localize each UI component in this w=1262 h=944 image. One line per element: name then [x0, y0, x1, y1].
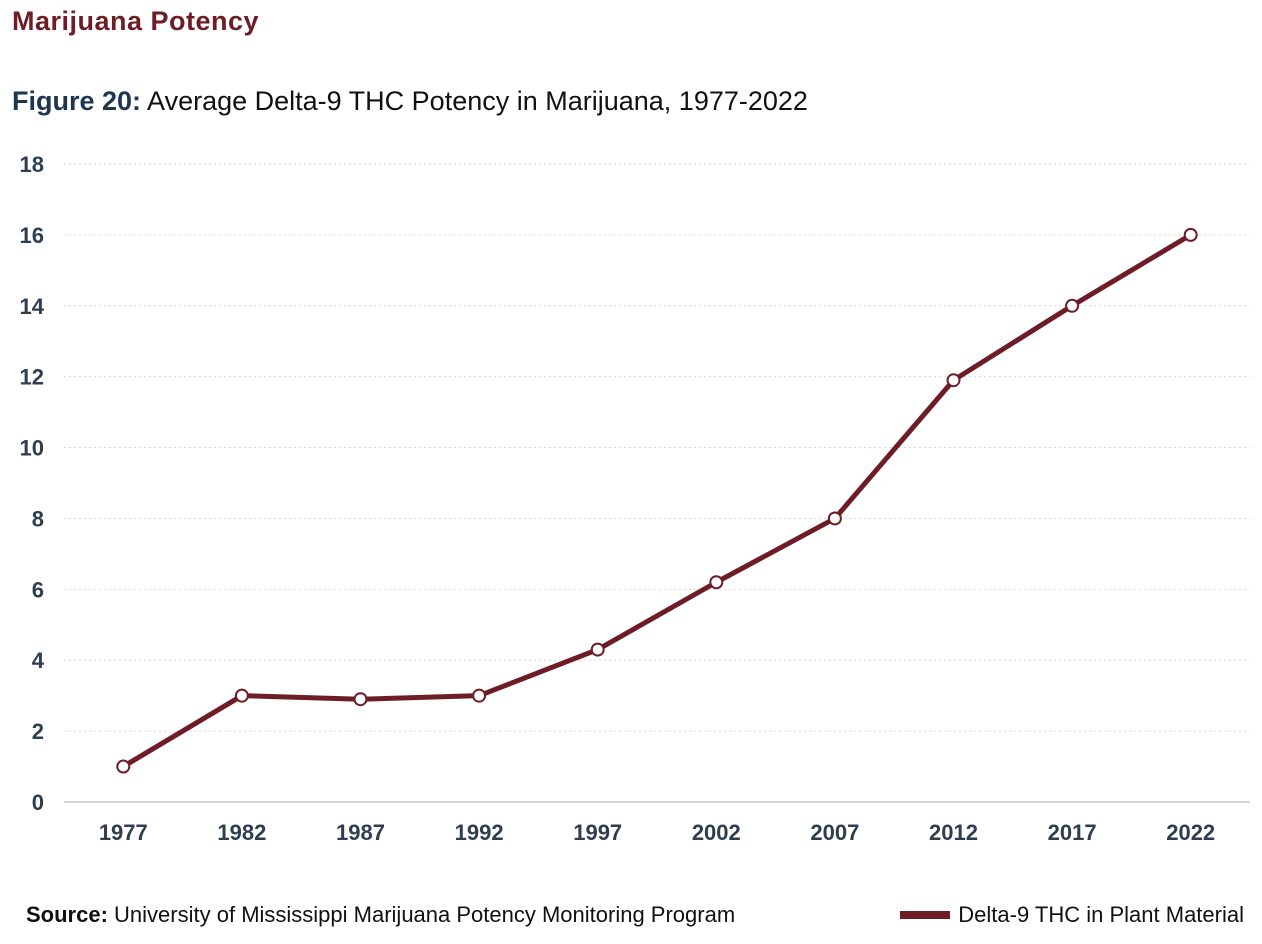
figure-title: Figure 20: Average Delta-9 THC Potency i… — [12, 86, 808, 117]
chart-area: 0 2 4 6 8 10 12 14 16 18 1977 1982 1987 1992 1997 2002 2… — [0, 140, 1262, 860]
data-point — [946, 373, 961, 388]
section-title: Marijuana Potency — [12, 6, 260, 36]
x-tick-label: 2022 — [1166, 820, 1215, 845]
x-tick-label: 2017 — [1048, 820, 1097, 845]
x-tick-label: 1987 — [336, 820, 385, 845]
x-tick-label: 1992 — [455, 820, 504, 845]
data-point — [1183, 227, 1198, 242]
y-tick-label: 14 — [20, 294, 45, 319]
x-tick-label: 1977 — [99, 820, 148, 845]
y-tick-label: 6 — [32, 577, 44, 602]
y-tick-label: 10 — [20, 436, 44, 461]
y-tick-label: 18 — [20, 152, 44, 177]
data-point — [590, 642, 605, 657]
data-point — [472, 688, 487, 703]
y-tick-label: 16 — [20, 223, 44, 248]
figure-title-text: Average Delta-9 THC Potency in Marijuana… — [147, 86, 808, 116]
y-tick-label: 8 — [32, 506, 44, 531]
y-tick-label: 0 — [32, 790, 44, 815]
x-tick-label: 2012 — [929, 820, 978, 845]
x-tick-label: 1997 — [573, 820, 622, 845]
legend-swatch — [900, 911, 951, 919]
y-tick-label: 2 — [32, 719, 44, 744]
source-note: Source: University of Mississippi Mariju… — [26, 902, 735, 928]
source-text: University of Mississippi Marijuana Pote… — [114, 902, 736, 927]
figure-label: Figure 20: — [12, 86, 142, 116]
data-point — [234, 688, 249, 703]
x-tick-label: 2007 — [810, 820, 859, 845]
legend-label: Delta-9 THC in Plant Material — [958, 902, 1244, 927]
y-tick-label: 4 — [32, 648, 45, 673]
x-tick-label: 2002 — [692, 820, 741, 845]
line-chart: 0 2 4 6 8 10 12 14 16 18 1977 1982 1987 1992 1997 2002 2… — [20, 152, 1250, 845]
data-point — [827, 511, 842, 526]
data-point — [353, 692, 368, 707]
data-point — [709, 575, 724, 590]
x-tick-label: 1982 — [217, 820, 266, 845]
data-point — [116, 759, 131, 774]
y-tick-label: 12 — [20, 365, 44, 390]
series-line — [120, 232, 1194, 770]
data-point — [1065, 298, 1080, 313]
legend: Delta-9 THC in Plant Material — [900, 902, 1244, 928]
source-label: Source: — [26, 902, 108, 927]
